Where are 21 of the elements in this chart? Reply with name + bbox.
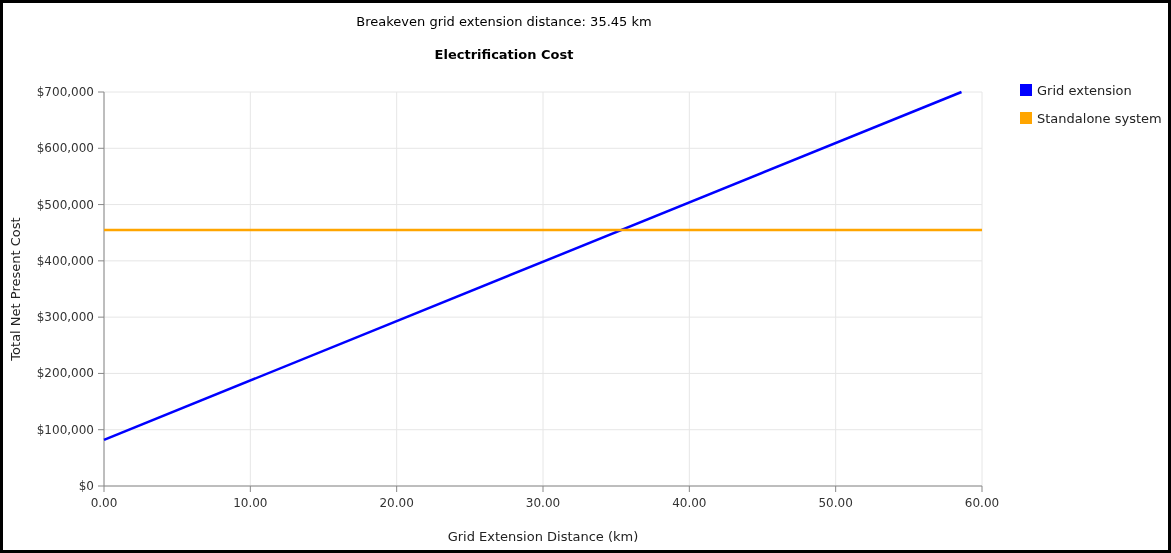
y-tick-label: $500,000 bbox=[36, 197, 94, 212]
y-tick-label: $100,000 bbox=[36, 422, 94, 437]
y-tick-label: $700,000 bbox=[36, 85, 94, 99]
legend-label: Grid extension bbox=[1037, 83, 1132, 98]
y-tick-label: $600,000 bbox=[36, 141, 94, 156]
y-tick-label: $400,000 bbox=[36, 253, 94, 268]
x-axis-title: Grid Extension Distance (km) bbox=[447, 529, 639, 544]
x-tick-label: 20.00 bbox=[379, 496, 414, 510]
y-tick-label: $300,000 bbox=[36, 310, 94, 325]
x-tick-label: 0.00 bbox=[90, 496, 118, 510]
x-tick-label: 40.00 bbox=[672, 496, 707, 510]
y-tick-label: $200,000 bbox=[36, 366, 94, 381]
x-tick-label: 30.00 bbox=[525, 496, 561, 510]
y-axis-title: Total Net Present Cost bbox=[8, 217, 23, 362]
x-tick-label: 50.00 bbox=[818, 496, 853, 510]
legend-label: Standalone system bbox=[1037, 111, 1162, 126]
text: Breakeven grid extension distance: 35.45 km bbox=[356, 14, 652, 29]
x-tick-label: 10.00 bbox=[233, 496, 268, 510]
chart-title: Electrification Cost bbox=[434, 47, 574, 62]
y-tick-label: $0 bbox=[78, 479, 94, 493]
x-tick-label: 60.00 bbox=[964, 496, 1000, 510]
